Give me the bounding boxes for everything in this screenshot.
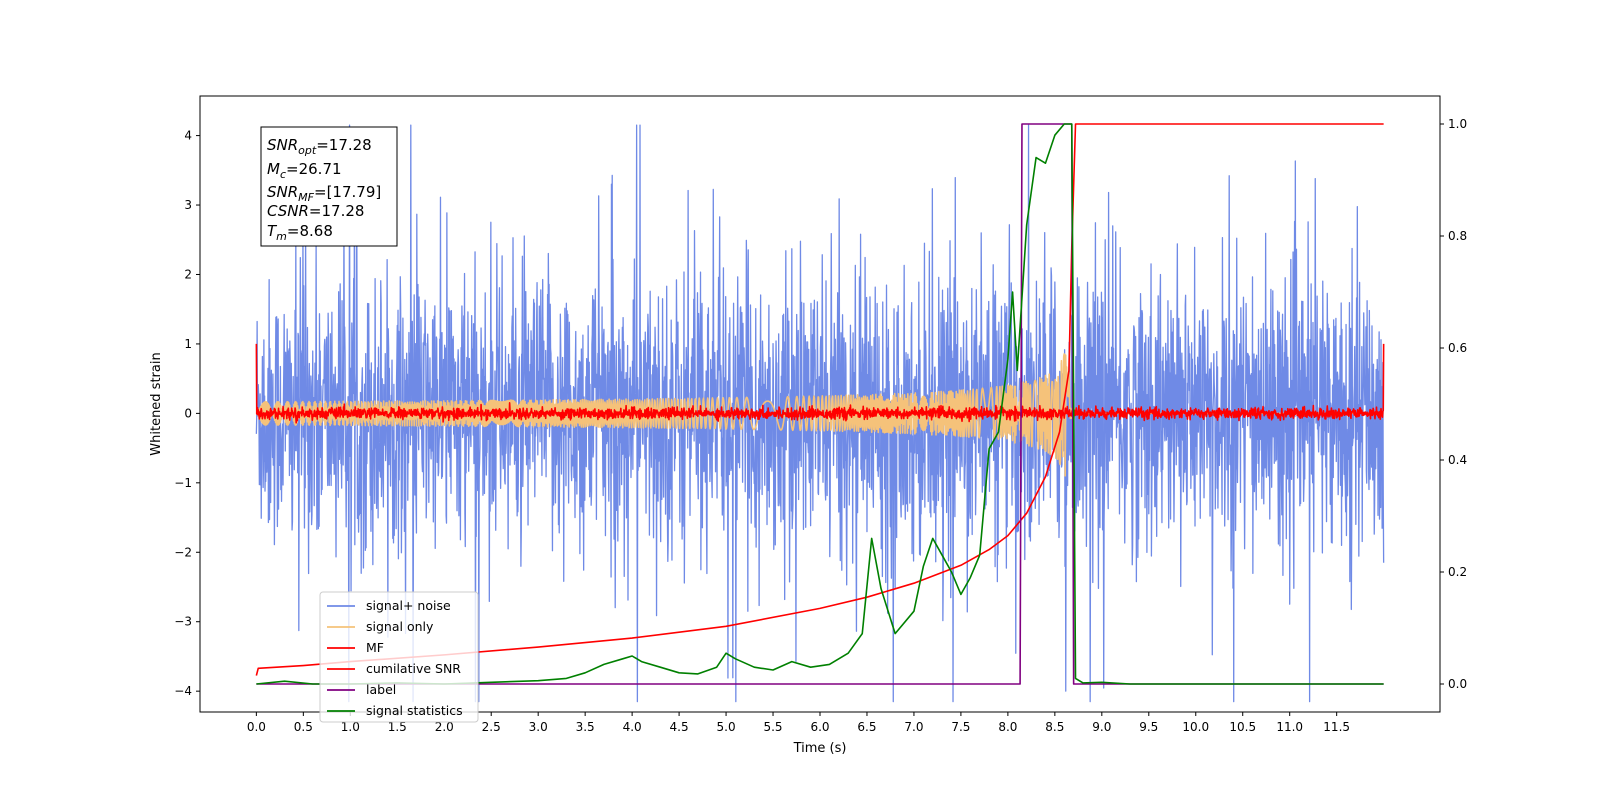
x-tick-label: 4.0 <box>623 720 642 734</box>
y-tick-label: 4 <box>184 129 192 143</box>
legend-label: signal only <box>366 619 434 634</box>
y-tick-label: 0 <box>184 406 192 420</box>
annotation-frame <box>260 126 398 247</box>
series-mf <box>255 343 1385 424</box>
legend-label: cumilative SNR <box>366 661 461 676</box>
legend-item-cumilative-snr: cumilative SNR <box>327 661 461 676</box>
x-tick-label: 8.5 <box>1045 720 1064 734</box>
legend-label: signal+ noise <box>366 598 451 613</box>
legend-item-mf: MF <box>327 640 384 655</box>
x-tick-label: 2.5 <box>482 720 501 734</box>
legend-items: signal+ noise signal only MF cumilative SNR… <box>327 598 463 718</box>
x-tick-label: 11.0 <box>1276 720 1303 734</box>
x-tick-label: 2.0 <box>435 720 454 734</box>
x-tick-label: 3.0 <box>529 720 548 734</box>
annotation-line-csnr: CSNR=17.28 <box>267 202 364 220</box>
legend-item-signal-only: signal only <box>327 619 434 634</box>
x-tick-label: 4.5 <box>670 720 689 734</box>
y2-tick-label: 0.0 <box>1448 677 1467 691</box>
y2-tick-label: 0.6 <box>1448 341 1467 355</box>
x-tick-label: 7.5 <box>951 720 970 734</box>
x-tick-label: 11.5 <box>1323 720 1350 734</box>
series-signal-only <box>255 353 1384 477</box>
x-tick-label: 9.5 <box>1139 720 1158 734</box>
x-tick-label: 1.5 <box>388 720 407 734</box>
x-tick-label: 10.0 <box>1182 720 1209 734</box>
legend-label: label <box>366 682 396 697</box>
x-tick-label: 6.5 <box>857 720 876 734</box>
y2-tick-label: 0.2 <box>1448 565 1467 579</box>
x-tick-label: 10.5 <box>1229 720 1256 734</box>
y-tick-label: −3 <box>174 615 192 629</box>
series-signal-statistics <box>256 123 1384 685</box>
legend-item-signal-statistics: signal statistics <box>327 703 463 718</box>
y2-tick-label: 0.8 <box>1448 229 1467 243</box>
y2-axis-ticks: 1.0 0.8 0.6 0.4 0.2 0.0 <box>1440 117 1467 691</box>
y-tick-label: 3 <box>184 198 192 212</box>
x-axis-ticks: 0.0 0.5 1.0 1.5 2.0 2.5 3.0 3.5 4.0 4.5 5.0 5.5 6.0 6… <box>247 712 1350 734</box>
y2-tick-label: 0.4 <box>1448 453 1467 467</box>
y-tick-label: −4 <box>174 684 192 698</box>
legend-item-label: label <box>327 682 396 697</box>
y-tick-label: 2 <box>184 267 192 281</box>
annotation-line-mc: Mc=26.71 <box>267 160 342 181</box>
x-tick-label: 6.0 <box>810 720 829 734</box>
annotation-line-snr-opt: SNRopt=17.28 <box>267 136 372 157</box>
annotation-box: SNRopt=17.28 Mc=26.71 SNRMF=[17.79] CSNR… <box>260 126 398 247</box>
x-tick-label: 5.5 <box>763 720 782 734</box>
x-tick-label: 0.0 <box>247 720 266 734</box>
annotation-line-snr-mf: SNRMF=[17.79] <box>267 183 381 204</box>
legend-label: signal statistics <box>366 703 463 718</box>
x-tick-label: 1.0 <box>341 720 360 734</box>
annotation-line-tm: Tm=8.68 <box>267 222 333 243</box>
y2-tick-label: 1.0 <box>1448 117 1467 131</box>
legend: signal+ noise signal only MF cumilative SNR… <box>319 591 479 723</box>
legend-frame <box>319 591 479 723</box>
legend-label: MF <box>366 640 384 655</box>
x-tick-label: 5.0 <box>717 720 736 734</box>
x-tick-label: 8.0 <box>998 720 1017 734</box>
y-tick-label: 1 <box>184 337 192 351</box>
legend-item-signal-noise: signal+ noise <box>327 598 451 613</box>
y-tick-label: −2 <box>174 545 192 559</box>
x-tick-label: 9.0 <box>1092 720 1111 734</box>
y-axis-label: Whitened strain <box>149 352 164 455</box>
x-tick-label: 7.0 <box>904 720 923 734</box>
y-axis-ticks: 4 3 2 1 0 −1 −2 −3 −4 <box>174 129 200 698</box>
y-tick-label: −1 <box>174 476 192 490</box>
x-tick-label: 0.5 <box>294 720 313 734</box>
x-tick-label: 3.5 <box>576 720 595 734</box>
x-axis-label: Time (s) <box>793 741 847 756</box>
